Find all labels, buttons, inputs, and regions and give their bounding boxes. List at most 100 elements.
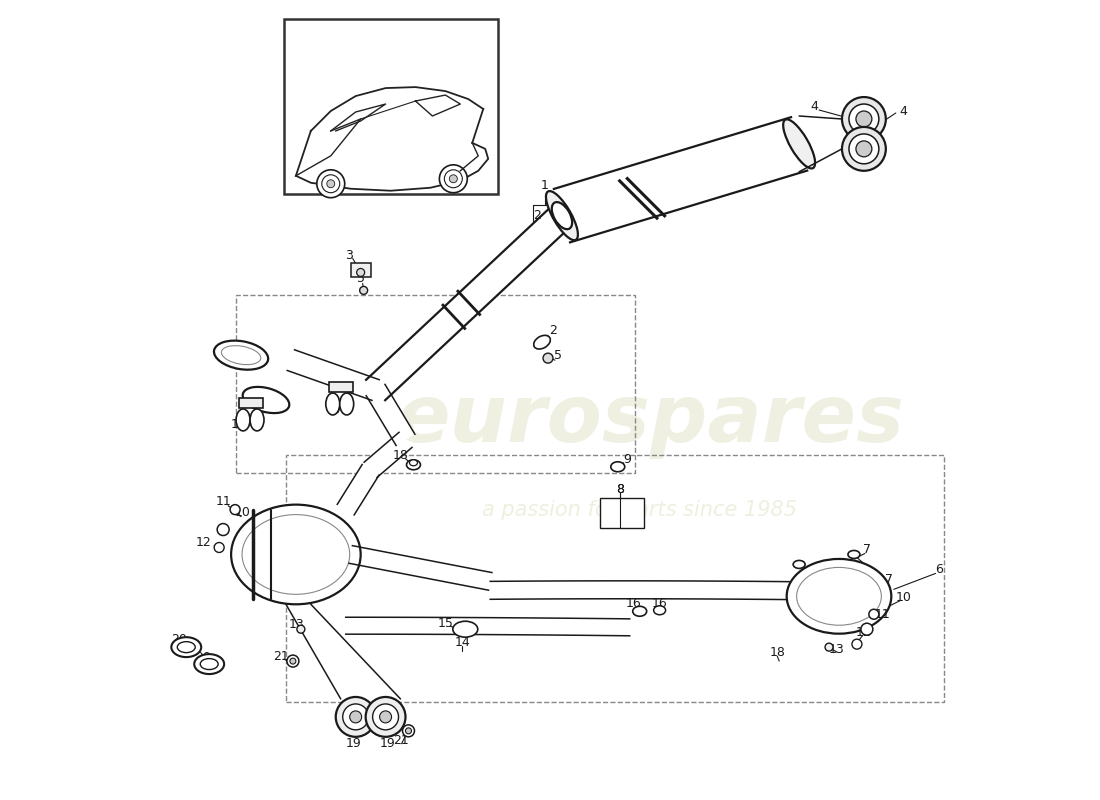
Text: 18: 18 [769, 646, 785, 658]
Circle shape [856, 141, 872, 157]
Text: 10: 10 [621, 508, 636, 518]
Text: 13: 13 [289, 618, 305, 630]
Circle shape [217, 523, 229, 535]
Ellipse shape [407, 460, 420, 470]
Text: 19: 19 [379, 738, 395, 750]
Bar [239, 398, 263, 408]
Circle shape [851, 639, 862, 649]
Text: 21: 21 [393, 734, 408, 747]
Circle shape [287, 655, 299, 667]
Ellipse shape [610, 462, 625, 472]
Circle shape [450, 174, 458, 182]
Ellipse shape [632, 606, 647, 616]
Text: 3: 3 [344, 249, 353, 262]
Text: 10: 10 [895, 591, 912, 604]
Circle shape [350, 711, 362, 723]
Text: 3: 3 [550, 209, 558, 222]
Polygon shape [338, 465, 379, 515]
Polygon shape [366, 384, 415, 446]
Circle shape [543, 353, 553, 363]
Ellipse shape [200, 658, 218, 670]
Text: a passion for parts since 1985: a passion for parts since 1985 [482, 500, 798, 520]
Bar [236, 295, 635, 473]
Polygon shape [366, 206, 572, 400]
Text: 7: 7 [862, 543, 871, 556]
Text: 5: 5 [554, 349, 562, 362]
Circle shape [343, 704, 368, 730]
Ellipse shape [243, 387, 289, 413]
Circle shape [214, 542, 224, 553]
Ellipse shape [793, 561, 805, 569]
Circle shape [856, 111, 872, 127]
Ellipse shape [236, 409, 250, 431]
Text: 10: 10 [235, 506, 251, 519]
Circle shape [373, 704, 398, 730]
Text: 20: 20 [172, 633, 187, 646]
Text: 16: 16 [626, 597, 641, 610]
Ellipse shape [340, 393, 354, 415]
Ellipse shape [409, 460, 418, 466]
Text: 20: 20 [196, 650, 211, 664]
Ellipse shape [250, 409, 264, 431]
Circle shape [379, 711, 392, 723]
Circle shape [360, 286, 367, 294]
Text: 12: 12 [856, 626, 872, 638]
Ellipse shape [453, 622, 477, 637]
Polygon shape [491, 581, 789, 600]
Text: 2: 2 [549, 324, 557, 337]
Text: 11: 11 [874, 608, 891, 621]
Polygon shape [554, 117, 807, 242]
Text: 21: 21 [273, 650, 289, 662]
Circle shape [356, 269, 364, 277]
Text: 1: 1 [541, 179, 549, 192]
Ellipse shape [552, 202, 572, 229]
Text: 12: 12 [196, 536, 211, 549]
Text: 18: 18 [393, 450, 408, 462]
Bar [284, 19, 498, 194]
Circle shape [317, 170, 344, 198]
Ellipse shape [783, 119, 815, 169]
Circle shape [825, 643, 833, 651]
Text: 2: 2 [534, 209, 541, 222]
Text: eurospares: eurospares [395, 381, 904, 459]
Circle shape [444, 170, 462, 188]
Ellipse shape [534, 335, 550, 349]
Circle shape [297, 626, 305, 633]
Ellipse shape [177, 642, 195, 653]
Text: 19: 19 [345, 738, 362, 750]
Text: 4: 4 [810, 99, 818, 113]
Bar [351, 263, 371, 278]
Text: 13: 13 [829, 642, 845, 656]
Ellipse shape [231, 505, 361, 604]
Polygon shape [287, 350, 380, 400]
Bar [600, 498, 643, 527]
Ellipse shape [786, 559, 891, 634]
Text: 14: 14 [454, 636, 470, 649]
Bar [286, 455, 944, 702]
Text: 15: 15 [438, 617, 453, 630]
Ellipse shape [546, 191, 578, 240]
Ellipse shape [326, 393, 340, 415]
Circle shape [336, 697, 375, 737]
Text: 9: 9 [605, 508, 613, 518]
Text: 8: 8 [616, 483, 624, 496]
Circle shape [230, 505, 240, 514]
Text: 6: 6 [935, 563, 943, 576]
Circle shape [869, 610, 879, 619]
Text: 11: 11 [216, 495, 231, 508]
Ellipse shape [195, 654, 224, 674]
Circle shape [406, 728, 411, 734]
Bar [329, 382, 353, 392]
Text: 7: 7 [884, 573, 893, 586]
Circle shape [290, 658, 296, 664]
Text: 9: 9 [623, 454, 630, 466]
Circle shape [439, 165, 468, 193]
Text: 8: 8 [616, 483, 624, 496]
Circle shape [861, 623, 873, 635]
Text: 17: 17 [328, 403, 343, 417]
Ellipse shape [653, 606, 666, 614]
Text: 5: 5 [356, 272, 365, 285]
Polygon shape [364, 432, 412, 478]
Circle shape [842, 97, 886, 141]
Ellipse shape [172, 637, 201, 657]
